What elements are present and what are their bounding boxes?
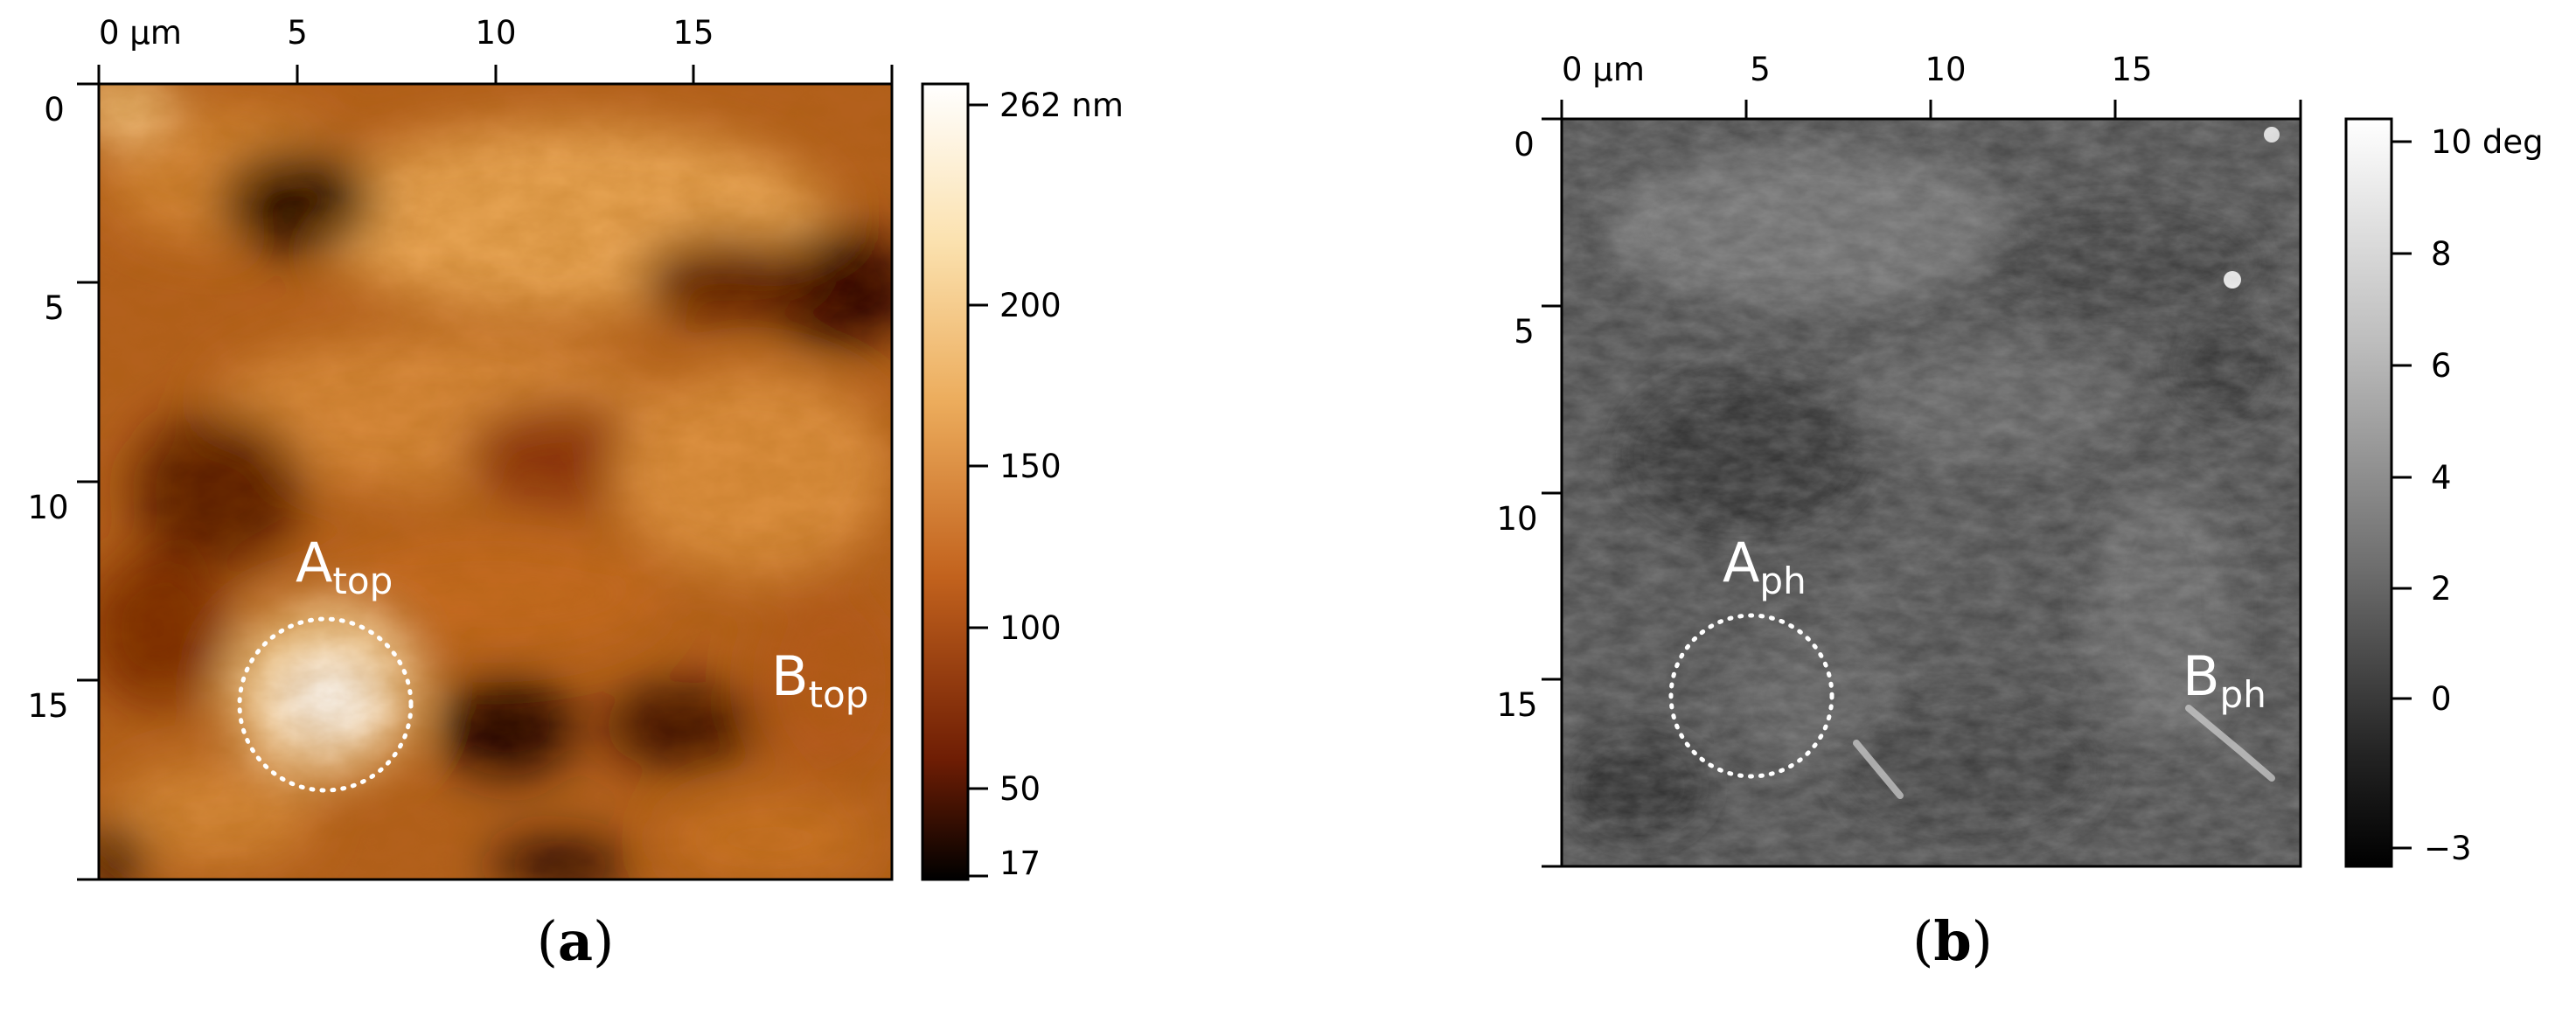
- x-tick-label: 0 µm: [1562, 51, 1645, 88]
- x-tick-label: 5: [287, 14, 308, 52]
- x-tick-label: 15: [2111, 51, 2152, 88]
- panel-b-phase: 0 µm 5 10 15 0 5 10 15 Aph Bph 10 deg 8: [1288, 0, 2576, 1015]
- colorbar-label: 10 deg: [2431, 123, 2544, 161]
- colorbar-label: 0: [2431, 680, 2452, 718]
- y-tick-label: 15: [27, 687, 68, 725]
- colorbar-label: 2: [2431, 570, 2452, 608]
- colorbar: [2344, 117, 2393, 868]
- region-label-main: B: [2183, 644, 2220, 708]
- y-tick-label: 10: [1496, 500, 1537, 538]
- x-tick-label: 10: [1925, 51, 1966, 88]
- y-tick-label: 5: [44, 289, 65, 327]
- region-label-main: B: [771, 644, 809, 708]
- x-axis: [1560, 100, 2302, 119]
- region-label-sub: ph: [2220, 673, 2266, 716]
- y-axis: [77, 82, 99, 881]
- region-label-sub: top: [332, 560, 393, 602]
- x-tick-label: 10: [475, 14, 516, 52]
- region-label-a: Atop: [296, 531, 393, 602]
- colorbar-label: 150: [999, 448, 1062, 485]
- y-tick-label: 0: [1514, 126, 1535, 163]
- y-tick-label: 5: [1514, 313, 1535, 351]
- panel-a-topography: 0 µm 5 10 15 0 5 10 15 Atop Btop 26: [27, 14, 1124, 973]
- region-a-circle: [1668, 613, 1835, 779]
- colorbar: [921, 82, 970, 881]
- topography-image: [99, 84, 892, 879]
- panel-caption-a: (a): [536, 909, 615, 973]
- region-label-b: Bph: [2183, 644, 2266, 716]
- x-axis: [97, 65, 894, 84]
- region-label-main: A: [296, 531, 332, 594]
- x-tick-label: 5: [1750, 51, 1771, 88]
- colorbar-label: 50: [999, 770, 1041, 808]
- region-label-sub: ph: [1759, 560, 1806, 602]
- x-tick-label: 15: [672, 14, 714, 52]
- y-axis: [1542, 117, 1562, 868]
- colorbar-ticks: [968, 103, 988, 878]
- region-label-a: Aph: [1723, 531, 1807, 602]
- colorbar-label: 200: [999, 287, 1062, 324]
- region-label-sub: top: [809, 673, 869, 716]
- y-tick-label: 15: [1496, 686, 1537, 724]
- colorbar-label: 262 nm: [999, 87, 1124, 124]
- colorbar-label: −3: [2424, 830, 2472, 867]
- colorbar-label: 6: [2431, 347, 2452, 385]
- region-label-b: Btop: [771, 644, 868, 716]
- y-tick-label: 10: [27, 489, 68, 526]
- colorbar-label: 8: [2431, 235, 2452, 273]
- phase-image: [1562, 119, 2301, 866]
- x-tick-label: 0 µm: [99, 14, 182, 52]
- colorbar-label: 4: [2431, 459, 2452, 497]
- phase-figure: 0 µm 5 10 15 0 5 10 15 Aph Bph 10 deg 8: [1496, 51, 2544, 868]
- colorbar-ticks: [2392, 140, 2412, 850]
- colorbar-label: 17: [999, 845, 1041, 882]
- y-tick-label: 0: [44, 91, 65, 129]
- topography-figure: 0 µm 5 10 15 0 5 10 15 Atop Btop 26: [27, 14, 1124, 882]
- region-a-circle: [237, 616, 414, 793]
- region-label-main: A: [1723, 531, 1759, 594]
- colorbar-label: 100: [999, 609, 1062, 647]
- panel-caption-b: (b): [1912, 909, 1993, 973]
